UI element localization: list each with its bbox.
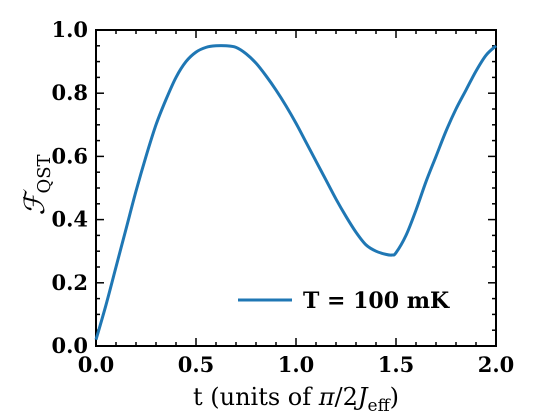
series-group xyxy=(94,44,498,341)
y-tick-label: 0.0 xyxy=(51,333,88,358)
x-tick-label: 2.0 xyxy=(478,352,515,377)
axis-tick-labels: 0.0 0.5 1.0 1.5 2.0 0.0 0.2 0.4 0.6 0.8 1.0 xyxy=(51,17,514,377)
y-tick-label: 0.2 xyxy=(51,270,88,295)
y-axis-label: ℱQST xyxy=(18,154,55,215)
x-axis-label: t (units of π/2Jeff) xyxy=(193,383,399,416)
x-tick-label: 1.5 xyxy=(378,352,415,377)
y-tick-label: 1.0 xyxy=(51,17,88,42)
y-tick-label: 0.4 xyxy=(51,207,88,232)
legend-label: T = 100 mK xyxy=(303,288,450,314)
series-line xyxy=(94,44,498,341)
y-tick-label: 0.6 xyxy=(51,143,88,168)
legend: T = 100 mK xyxy=(238,288,450,314)
x-tick-label: 0.0 xyxy=(78,352,115,377)
x-tick-label: 0.5 xyxy=(178,352,215,377)
plot-area-frame xyxy=(95,29,497,347)
x-tick-label: 1.0 xyxy=(278,352,315,377)
y-tick-label: 0.8 xyxy=(51,80,88,105)
